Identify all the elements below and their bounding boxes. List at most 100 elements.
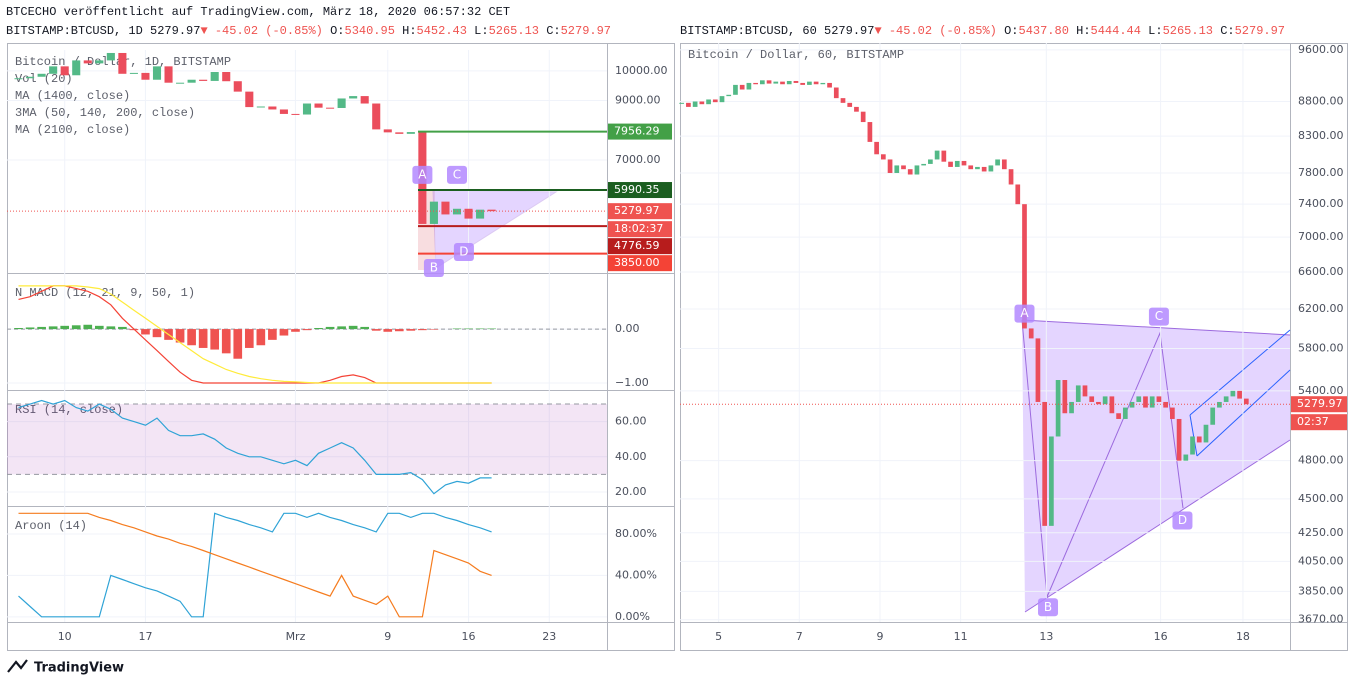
y-tick-label: 10000.00 bbox=[615, 64, 668, 77]
change: -45.02 (-0.85%) bbox=[214, 24, 323, 38]
candle bbox=[954, 160, 960, 167]
candle bbox=[476, 209, 485, 219]
c-value: 5279.97 bbox=[560, 24, 612, 38]
candle bbox=[753, 82, 758, 85]
x-tick-label: 11 bbox=[954, 630, 968, 643]
candle bbox=[72, 60, 81, 76]
price-label-box bbox=[608, 221, 672, 238]
candle bbox=[807, 81, 812, 85]
candle bbox=[1049, 436, 1054, 526]
y-tick-label: 4800.00 bbox=[1298, 454, 1344, 467]
candle bbox=[187, 79, 196, 83]
histogram-bar bbox=[279, 329, 289, 336]
candle bbox=[349, 96, 358, 99]
histogram-bar bbox=[394, 329, 404, 332]
x-tick-label: 13 bbox=[1039, 630, 1053, 643]
c-key: C: bbox=[546, 24, 561, 38]
candle bbox=[759, 80, 765, 85]
histogram-bar bbox=[210, 329, 220, 350]
candle bbox=[279, 109, 288, 114]
legend-text: Bitcoin / Dollar, 60, BITSTAMP bbox=[688, 48, 904, 62]
candle bbox=[860, 111, 866, 123]
candle bbox=[118, 52, 127, 74]
legend-text: 3MA (50, 140, 200, close) bbox=[15, 106, 195, 120]
candle bbox=[1055, 380, 1061, 437]
pattern-marker bbox=[453, 243, 474, 262]
y-tick-label: 4250.00 bbox=[1298, 526, 1344, 539]
candle bbox=[1015, 184, 1021, 205]
candle bbox=[1122, 407, 1128, 419]
pattern-marker bbox=[423, 259, 444, 278]
candle bbox=[1210, 407, 1216, 425]
pattern-legs bbox=[1021, 319, 1184, 598]
candle bbox=[907, 169, 913, 175]
logo-icon bbox=[7, 659, 28, 673]
candle bbox=[934, 150, 940, 160]
histogram-bar bbox=[291, 329, 300, 332]
histogram-bar bbox=[83, 324, 93, 330]
histogram-bar bbox=[141, 329, 150, 335]
candle bbox=[326, 107, 335, 109]
histogram-bar bbox=[314, 327, 323, 330]
y-tick-label: 80.00% bbox=[615, 527, 657, 540]
y-tick-label: 7000.00 bbox=[1298, 230, 1344, 243]
o-key: O: bbox=[330, 24, 345, 38]
histogram-bar bbox=[221, 329, 231, 354]
candle bbox=[256, 106, 265, 108]
y-tick-label: 7000.00 bbox=[615, 153, 661, 166]
macd-line bbox=[18, 285, 492, 384]
candle bbox=[1243, 398, 1249, 405]
histogram-bar bbox=[302, 329, 312, 331]
pattern-marker bbox=[1172, 511, 1193, 530]
candle bbox=[1075, 385, 1081, 402]
y-tick-label: 6600.00 bbox=[1298, 265, 1344, 278]
candle bbox=[1089, 396, 1095, 402]
legend-text: MA (2100, close) bbox=[15, 123, 130, 137]
x-tick-label: 5 bbox=[715, 630, 722, 643]
candle bbox=[1082, 385, 1088, 397]
h-key: H: bbox=[1076, 24, 1091, 38]
candle bbox=[164, 66, 173, 83]
candle bbox=[847, 102, 853, 107]
candle bbox=[1237, 390, 1242, 399]
candle bbox=[719, 96, 725, 103]
pattern-marker bbox=[1038, 598, 1059, 617]
pattern-marker bbox=[412, 165, 433, 184]
logo: TradingView bbox=[7, 659, 124, 676]
candle bbox=[464, 208, 473, 219]
pattern-triangle bbox=[1022, 320, 1290, 612]
legend-text: MA (1400, close) bbox=[15, 89, 130, 103]
o-value: 5437.80 bbox=[1018, 24, 1069, 38]
y-tick-label: 8300.00 bbox=[1298, 129, 1344, 142]
y-tick-label: 0.00% bbox=[615, 610, 650, 623]
price-label: 5279.97 bbox=[1297, 397, 1343, 410]
histogram-bar bbox=[94, 325, 104, 330]
candle bbox=[975, 166, 980, 170]
candle bbox=[780, 81, 785, 85]
histogram-bar bbox=[118, 326, 127, 330]
price-label: 5990.35 bbox=[614, 183, 660, 196]
histogram-bar bbox=[25, 327, 35, 330]
candle bbox=[106, 52, 115, 61]
candle bbox=[1176, 418, 1182, 461]
candle bbox=[1008, 169, 1014, 185]
candle bbox=[867, 122, 873, 142]
down-arrow: ▼ bbox=[200, 24, 208, 38]
histogram-bar bbox=[175, 329, 185, 343]
x-tick-label: 18 bbox=[1236, 630, 1250, 643]
indicator-line bbox=[18, 512, 492, 618]
candle bbox=[83, 60, 92, 64]
candle bbox=[1109, 396, 1115, 414]
candle bbox=[827, 82, 832, 88]
candle bbox=[395, 132, 404, 134]
histogram-bar bbox=[371, 329, 381, 331]
y-tick-label: 3850.00 bbox=[1298, 584, 1344, 597]
histogram-bar bbox=[406, 329, 416, 331]
histogram-bar bbox=[198, 329, 208, 348]
candle bbox=[1203, 424, 1209, 443]
candle bbox=[840, 98, 846, 103]
candle bbox=[487, 209, 496, 212]
l-key: L: bbox=[474, 24, 489, 38]
o-key: O: bbox=[1004, 24, 1019, 38]
